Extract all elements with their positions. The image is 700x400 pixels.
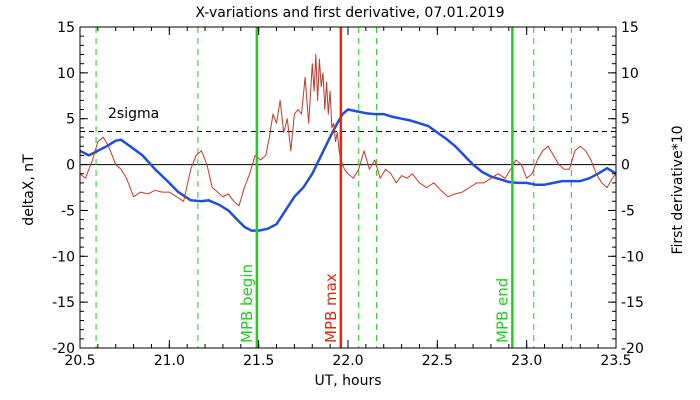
x-tick-label: 21.0 (154, 353, 185, 369)
chart-title: X-variations and first derivative, 07.01… (195, 5, 504, 21)
sigma-label: 2sigma (108, 106, 159, 122)
y-tick-label-right: -5 (621, 203, 635, 219)
derivative-series-line (79, 54, 617, 207)
y-tick-label-right: 5 (621, 112, 630, 128)
x-tick-label: 20.5 (64, 353, 95, 369)
y-tick-label-left: 15 (57, 20, 75, 36)
deltax-series-line (79, 108, 617, 232)
y-axis-right-label: First derivative*10 (670, 125, 686, 254)
marker-label: MPB max (322, 273, 340, 343)
axis-layer: MPB begin MPB max MPB end 20.5 21.0 21.5 22.0 2… (52, 20, 644, 369)
x-axis-label: UT, hours (314, 373, 381, 389)
x-tick-label: 22.0 (332, 353, 363, 369)
x-tick-label: 23.0 (511, 353, 542, 369)
plot-frame (79, 26, 617, 349)
y-tick-label-right: -15 (621, 295, 644, 311)
y-tick-label-left: 5 (66, 112, 75, 128)
y-tick-label-left: -20 (52, 341, 75, 357)
x-tick-label: 23.5 (600, 353, 631, 369)
y-tick-label-right: 0 (621, 158, 630, 174)
marker-label: MPB end (493, 278, 511, 343)
series-layer (79, 27, 617, 348)
x-tick-label: 21.5 (243, 353, 274, 369)
y-tick-label-left: -15 (52, 295, 75, 311)
plot-decorations (80, 27, 616, 348)
y-tick-label-left: 0 (66, 158, 75, 174)
y-tick-label-right: 10 (621, 66, 639, 82)
y-tick-label-right: -10 (621, 249, 644, 265)
y-tick-label-left: 10 (57, 66, 75, 82)
y-axis-left-label: deltaX, nT (21, 154, 37, 226)
y-tick-label-right: -20 (621, 341, 644, 357)
y-tick-label-left: -10 (52, 249, 75, 265)
x-tick-label: 22.5 (422, 353, 453, 369)
y-tick-label-left: -5 (61, 203, 75, 219)
marker-label: MPB begin (238, 264, 256, 343)
y-tick-label-right: 15 (621, 20, 639, 36)
